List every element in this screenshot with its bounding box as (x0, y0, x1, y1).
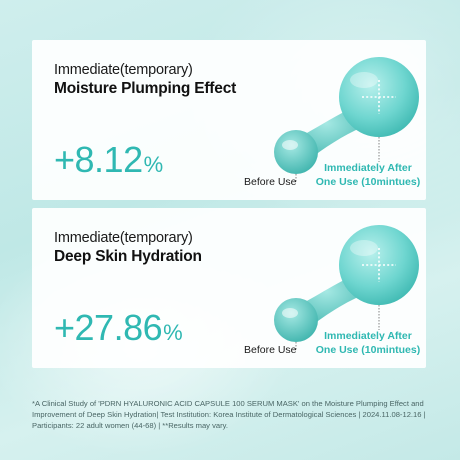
result-number: +8.12 (54, 139, 143, 180)
result-unit: % (143, 152, 164, 177)
deep-hydration-card: Immediate(temporary) Deep Skin Hydration… (32, 208, 426, 368)
before-use-label: Before Use (244, 176, 297, 188)
sparkle-cross-icon (362, 248, 396, 282)
moisture-plumping-card: Immediate(temporary) Moisture Plumping E… (32, 40, 426, 200)
result-number: +27.86 (54, 307, 163, 348)
after-use-line2: One Use (10mintues) (315, 176, 421, 188)
after-use-label: Immediately After One Use (10mintues) (312, 329, 424, 357)
sparkle-cross-icon (362, 80, 396, 114)
after-use-line2: One Use (10mintues) (315, 344, 421, 356)
after-use-label: Immediately After One Use (10mintues) (312, 161, 424, 189)
after-use-line1: Immediately After (324, 330, 412, 342)
water-droplet-icon (274, 225, 419, 350)
result-value: +8.12% (54, 140, 163, 185)
card-heading-bold: Moisture Plumping Effect (54, 80, 237, 97)
clinical-study-footnote: *A Clinical Study of 'PDRN HYALURONIC AC… (32, 399, 426, 430)
result-value: +27.86% (54, 307, 183, 353)
card-heading-light: Immediate(temporary) (54, 230, 193, 246)
result-unit: % (163, 320, 183, 345)
card-heading-light: Immediate(temporary) (54, 62, 193, 78)
before-use-label: Before Use (244, 344, 297, 356)
card-heading-bold: Deep Skin Hydration (54, 248, 202, 265)
after-use-line1: Immediately After (324, 162, 412, 174)
water-droplet-icon (274, 57, 419, 182)
